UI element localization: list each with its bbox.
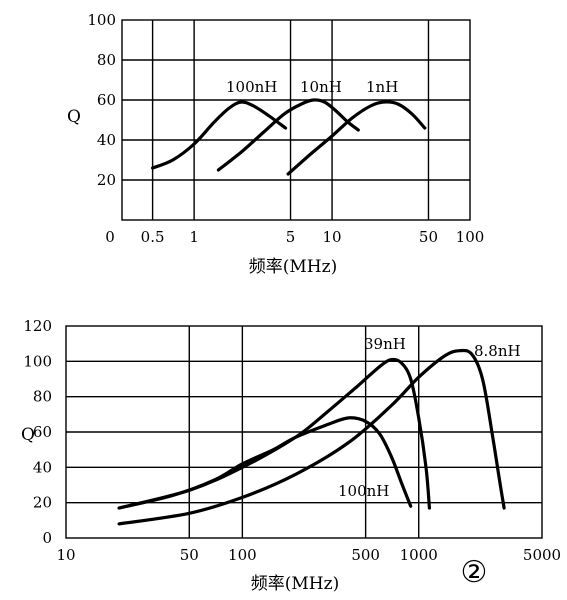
y-tick-label: 100 <box>87 11 116 29</box>
chart-2-curves <box>117 348 506 526</box>
y-tick-label: 80 <box>33 388 52 406</box>
chart-2-grid <box>65 325 543 539</box>
y-tick-label: 0 <box>42 529 52 547</box>
x-tick-label: 100 <box>228 546 257 564</box>
chart-2-x-ticks: 10 50 100 500 1000 5000 <box>56 546 561 564</box>
x-tick-label: 50 <box>180 546 199 564</box>
curve-8-8nh <box>117 348 506 526</box>
x-tick-label: 10 <box>56 546 75 564</box>
series-label-1nh: 1nH <box>366 78 398 96</box>
x-tick-label: 50 <box>419 228 438 246</box>
chart-1-grid <box>121 19 471 221</box>
x-tick-label: 100 <box>456 228 485 246</box>
y-tick-label: 20 <box>97 171 116 189</box>
x-tick-label: 0.5 <box>141 228 165 246</box>
chart-1-xlabel: 频率(MHz) <box>249 257 337 277</box>
chart-1-frame <box>121 19 471 221</box>
y-tick-label: 40 <box>33 458 52 476</box>
x-tick-label: 5000 <box>523 546 561 564</box>
x-tick-label: 5 <box>286 228 296 246</box>
chart-1-curves <box>151 98 427 176</box>
chart-2-xlabel: 频率(MHz) <box>251 574 339 594</box>
series-label-100nh: 100nH <box>226 78 277 96</box>
y-tick-label: 80 <box>97 51 116 69</box>
x-tick-label: 1 <box>189 228 199 246</box>
x-tick-label: 0 <box>105 228 115 246</box>
y-tick-label: 60 <box>97 91 116 109</box>
chart-2-y-ticks: 0 20 40 60 80 100 120 <box>23 317 52 547</box>
curve-10nh <box>216 98 360 172</box>
x-tick-label: 10 <box>323 228 342 246</box>
y-tick-label: 120 <box>23 317 52 335</box>
figure-badge: ② <box>461 555 488 590</box>
chart-1-ylabel: Q <box>67 107 81 127</box>
badge-number: ② <box>461 555 488 590</box>
curve-39nh <box>117 357 431 510</box>
chart-1-x-ticks: 0 0.5 1 5 10 50 100 <box>105 228 484 246</box>
series-label-39nh: 39nH <box>364 335 406 353</box>
curve-1nh <box>286 100 427 176</box>
y-tick-label: 60 <box>33 423 52 441</box>
series-label-10nh: 10nH <box>300 78 342 96</box>
curve-100nh <box>151 100 288 170</box>
series-label-8-8nh: 8.8nH <box>474 342 521 360</box>
y-tick-label: 20 <box>33 494 52 512</box>
x-tick-label: 500 <box>351 546 380 564</box>
y-tick-label: 40 <box>97 131 116 149</box>
chart-2: 10 50 100 500 1000 5000 0 20 40 60 80 100 120 Q 频率(… <box>21 317 561 594</box>
chart-1-y-ticks: 20 40 60 80 100 <box>87 11 116 189</box>
series-label-100nh-2: 100nH <box>338 482 389 500</box>
chart-1: 0 0.5 1 5 10 50 100 20 40 60 80 100 Q 频率(MHz) 100n… <box>67 11 484 277</box>
y-tick-label: 100 <box>23 352 52 370</box>
chart-2-ylabel: Q <box>21 425 35 445</box>
x-tick-label: 1000 <box>400 546 438 564</box>
